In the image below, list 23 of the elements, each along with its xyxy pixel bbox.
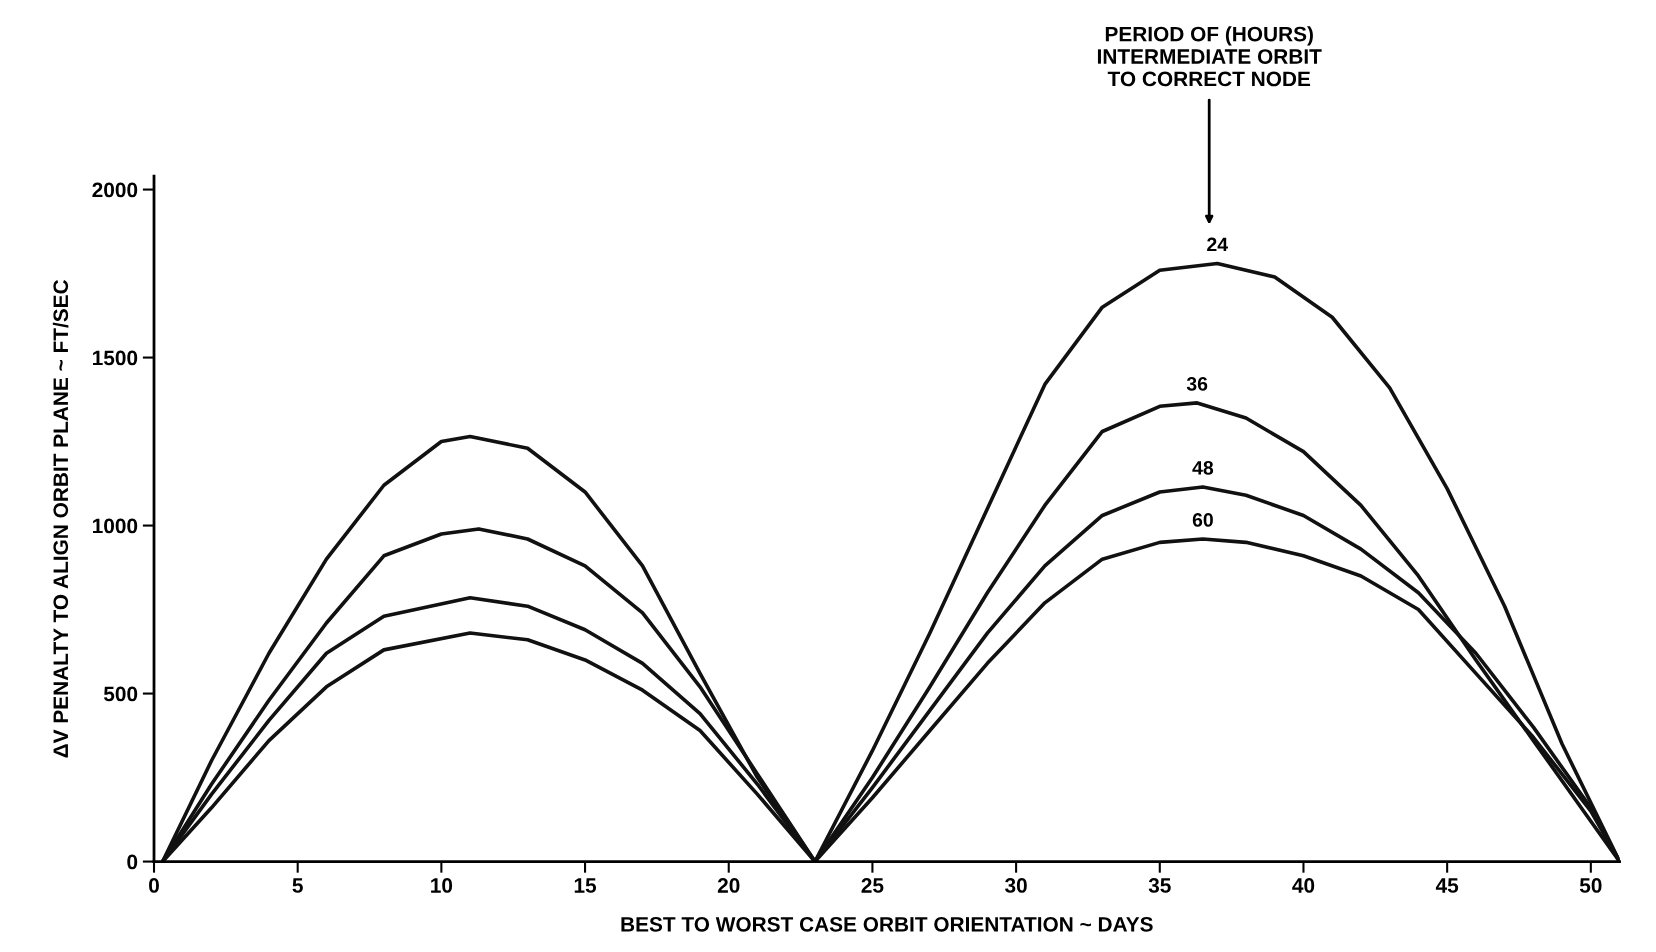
y-tick-label: 1500 — [93, 350, 138, 366]
y-tick-label: 500 — [103, 686, 138, 702]
x-tick-label: 35 — [1148, 878, 1171, 893]
y-axis-title: ΔV PENALTY TO ALIGN ORBIT PLANE ~ FT/SEC — [52, 279, 69, 758]
series-label: 60 — [1192, 513, 1213, 527]
series-label: 48 — [1192, 460, 1214, 475]
x-tick-label: 10 — [431, 878, 453, 893]
x-axis-title: BEST TO WORST CASE ORBIT ORIENTATION ~ DAYS — [621, 916, 1153, 932]
x-tick-label: 0 — [149, 878, 159, 893]
series-label: 36 — [1186, 376, 1208, 391]
x-tick-label: 25 — [861, 878, 884, 893]
series-label: 24 — [1207, 237, 1228, 252]
text: PERIOD OF (HOURS) INTERMEDIATE ORBIT TO CORRECT NODE — [1097, 26, 1322, 87]
x-tick-label: 5 — [292, 878, 303, 893]
y-tick-label: 0 — [127, 854, 138, 870]
x-tick-label: 50 — [1579, 878, 1602, 893]
x-tick-label: 20 — [717, 878, 740, 893]
x-tick-label: 45 — [1435, 878, 1459, 893]
x-tick-label: 30 — [1005, 878, 1027, 893]
y-tick-label: 2000 — [92, 182, 138, 198]
x-tick-label: 40 — [1292, 878, 1315, 893]
x-tick-label: 15 — [574, 878, 597, 893]
y-tick-label: 1000 — [93, 518, 138, 534]
